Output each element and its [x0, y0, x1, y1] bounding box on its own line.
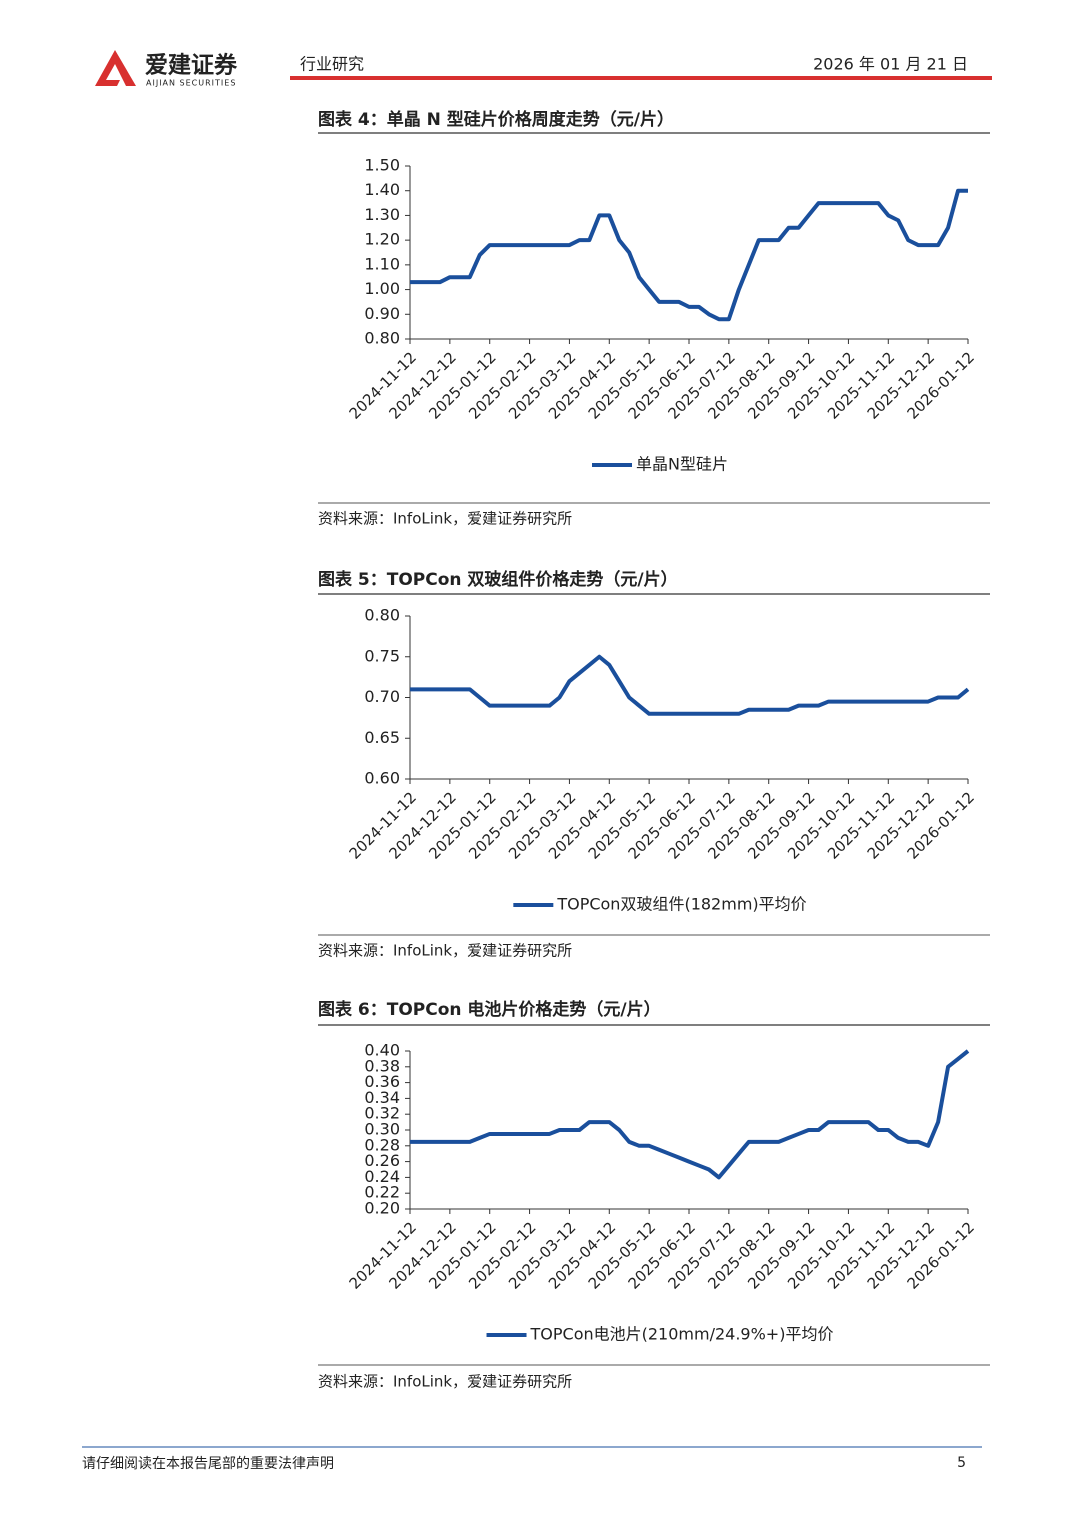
y-tick-label: 1.50 [364, 156, 400, 175]
legend-label: 单晶N型硅片 [636, 455, 728, 474]
y-tick-label: 0.70 [364, 687, 400, 706]
figure-title: 图表 6：TOPCon 电池片价格走势（元/片） [318, 999, 661, 1020]
y-tick-label: 0.22 [364, 1183, 400, 1202]
y-tick-label: 0.75 [364, 646, 400, 665]
series-line [410, 188, 968, 322]
header-rule [290, 76, 992, 80]
source: 资料来源：InfoLink，爱建证券研究所 [318, 942, 572, 960]
source: 资料来源：InfoLink，爱建证券研究所 [318, 1373, 572, 1391]
y-tick-label: 0.80 [364, 329, 400, 348]
y-tick-label: 0.32 [364, 1104, 400, 1123]
y-tick-label: 0.38 [364, 1056, 400, 1075]
date: 2026 年 01 月 21 日 [813, 55, 968, 74]
y-tick-label: 0.65 [364, 728, 400, 747]
y-tick-label: 0.20 [364, 1199, 400, 1218]
brand-en: AIJIAN SECURITIES [146, 79, 236, 88]
figure-title: 图表 4：单晶 N 型硅片价格周度走势（元/片） [318, 109, 674, 130]
y-tick-label: 0.34 [364, 1088, 400, 1107]
y-tick-label: 0.26 [364, 1151, 400, 1170]
logo-mark [95, 50, 136, 86]
source: 资料来源：InfoLink，爱建证券研究所 [318, 510, 572, 528]
legend-label: TOPCon双玻组件(182mm)平均价 [556, 895, 806, 914]
y-tick-label: 0.36 [364, 1072, 400, 1091]
y-tick-label: 1.30 [364, 205, 400, 224]
y-tick-label: 1.00 [364, 279, 400, 298]
y-tick-label: 0.90 [364, 304, 400, 323]
y-tick-label: 0.24 [364, 1167, 400, 1186]
figure-title: 图表 5：TOPCon 双玻组件价格走势（元/片） [318, 569, 678, 590]
page-number: 5 [957, 1455, 966, 1471]
disclaimer: 请仔细阅读在本报告尾部的重要法律声明 [82, 1455, 334, 1472]
y-tick-label: 0.80 [364, 606, 400, 625]
series-line [410, 1049, 970, 1180]
y-tick-label: 1.20 [364, 230, 400, 249]
section: 行业研究 [300, 55, 364, 74]
legend-label: TOPCon电池片(210mm/24.9%+)平均价 [530, 1325, 834, 1344]
y-tick-label: 0.28 [364, 1135, 400, 1154]
y-tick-label: 1.10 [364, 254, 400, 273]
y-tick-label: 0.40 [364, 1041, 400, 1060]
y-tick-label: 0.60 [364, 769, 400, 788]
brand: 爱建证券 [145, 52, 238, 79]
y-tick-label: 0.30 [364, 1120, 400, 1139]
y-tick-label: 1.40 [364, 180, 400, 199]
series-line [410, 654, 970, 716]
